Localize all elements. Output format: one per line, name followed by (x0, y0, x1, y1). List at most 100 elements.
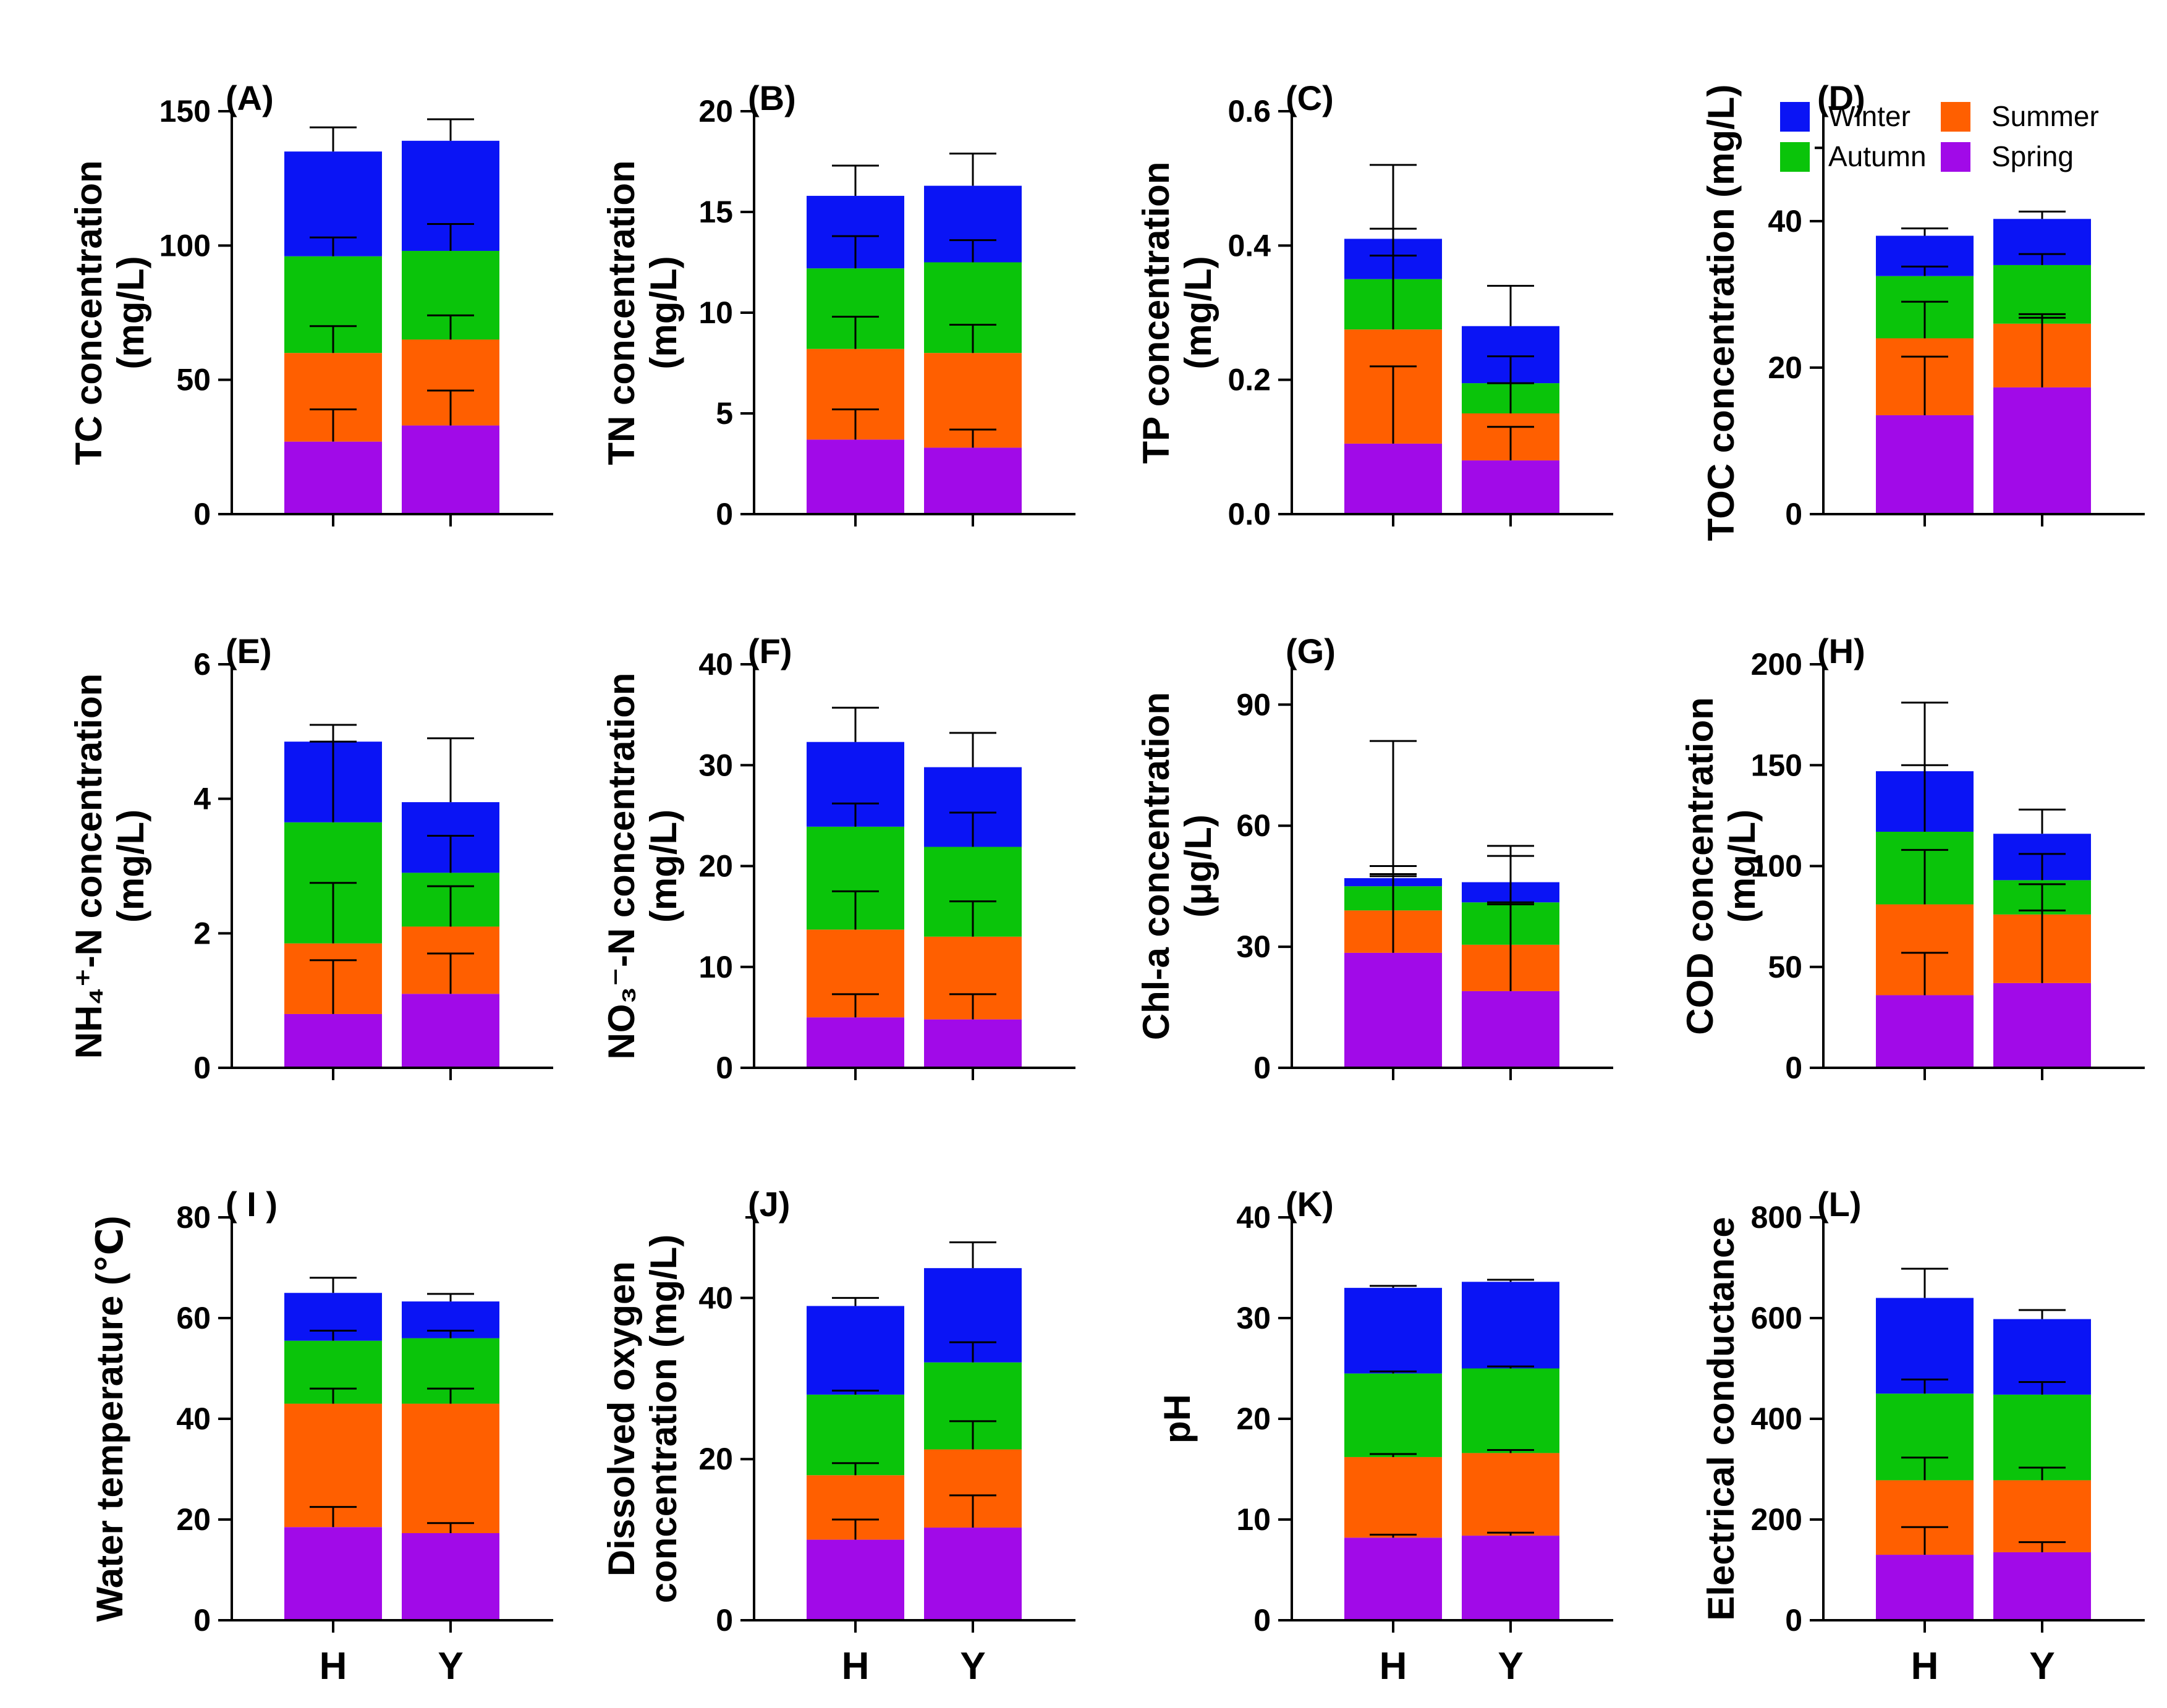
panel-k-y-title: pH (1156, 1394, 1198, 1444)
panel-l-y-tick-label: 600 (1751, 1301, 1802, 1335)
panel-a-y-title: TC concentration(mg/L) (68, 160, 151, 465)
panel-i-y-tick-label: 20 (176, 1502, 211, 1537)
panel-k-letter: (K) (1286, 1185, 1334, 1224)
panel-l-bar-y-autumn (1993, 1394, 2091, 1481)
panel-g-y-tick-label: 0 (1253, 1051, 1271, 1085)
panel-j-x-label-y: Y (960, 1645, 985, 1688)
panel-e-letter: (E) (226, 632, 272, 670)
panel-a-letter: (A) (226, 78, 274, 117)
panel-e-y-title: NH₄⁺-N concentration(mg/L) (68, 674, 151, 1059)
panel-b-letter: (B) (748, 78, 796, 117)
panel-g-y-tick-label: 30 (1236, 929, 1271, 964)
panel-i-y-tick-label: 40 (176, 1401, 211, 1436)
panel-a-y-tick-label: 50 (176, 363, 211, 397)
legend-label-spring: Spring (1991, 140, 2074, 172)
legend-label-winter: Winter (1828, 100, 1910, 132)
panel-k-bar-h-autumn (1344, 1373, 1442, 1457)
panel-k-y-tick-label: 30 (1236, 1301, 1271, 1335)
panel-b-y-tick-label: 5 (716, 396, 733, 431)
legend-swatch-winter (1780, 102, 1810, 132)
panel-l-bar-y-spring (1993, 1552, 2091, 1620)
panel-k-x-label-h: H (1380, 1645, 1407, 1688)
panel-k-bar-h-winter (1344, 1288, 1442, 1374)
legend-swatch-spring (1941, 142, 1970, 172)
panel-j-letter: (J) (748, 1185, 790, 1224)
panel-c-y-tick-label: 0.2 (1228, 363, 1271, 397)
panel-l-y-tick-label: 800 (1751, 1200, 1802, 1235)
panel-b-y-tick-label: 20 (698, 94, 733, 129)
panel-b-y-tick-label: 10 (698, 295, 733, 330)
panel-d: 0 20 40 (D) TOC concentration (mg/L) (1700, 78, 2145, 541)
panel-e-y-tick-label: 2 (193, 916, 211, 950)
panel-f-y-tick-label: 10 (698, 950, 733, 984)
panel-a-y-tick-label: 150 (159, 94, 211, 129)
panel-j-y-title: Dissolved oxygenconcentration (mg/L) (601, 1235, 684, 1604)
panel-c-letter: (C) (1286, 78, 1334, 117)
panel-l-y-title: Electrical conductance (1700, 1217, 1742, 1621)
panel-d-y-tick-label: 20 (1768, 350, 1802, 385)
legend: Winter Summer Autumn Spring (1780, 100, 2099, 172)
panel-l-y-tick-label: 200 (1751, 1502, 1802, 1537)
panel-k-bar-h-spring (1344, 1537, 1442, 1620)
panel-h-y-tick-label: 100 (1751, 849, 1802, 884)
panel-d-y-tick-label: 0 (1785, 497, 1802, 531)
panel-k-y-tick-label: 20 (1236, 1401, 1271, 1436)
legend-label-summer: Summer (1991, 100, 2099, 132)
legend-swatch-summer (1941, 102, 1970, 132)
panel-i-bar-h-spring (284, 1527, 382, 1620)
panel-e-y-tick-label: 4 (193, 782, 211, 816)
panel-c-bar-h-spring (1344, 443, 1442, 514)
panel-e-y-tick-label: 6 (193, 647, 211, 682)
panel-j-bar-h-winter (807, 1306, 904, 1395)
panel-a-y-tick-label: 0 (193, 497, 211, 531)
panel-f-bar-y-spring (924, 1019, 1022, 1068)
panel-i-letter: ( I ) (226, 1185, 278, 1224)
panel-h-bar-y-spring (1993, 983, 2091, 1068)
panel-k-x-label-y: Y (1498, 1645, 1523, 1688)
panel-b-bar-h-spring (807, 439, 904, 514)
panel-k-y-tick-label: 40 (1236, 1200, 1271, 1235)
panel-f-y-tick-label: 40 (698, 647, 733, 682)
panel-j-x-label-h: H (842, 1645, 870, 1688)
panel-f-letter: (F) (748, 632, 792, 670)
panel-c-bar-y-spring (1462, 460, 1559, 514)
panel-j-y-tick-label: 20 (698, 1442, 733, 1476)
panel-g-bar-h-spring (1344, 952, 1442, 1068)
panel-g-y-tick-label: 90 (1236, 687, 1271, 722)
panel-f-bar-h-spring (807, 1017, 904, 1068)
panel-i-y-tick-label: 60 (176, 1301, 211, 1335)
panel-c-y-tick-label: 0.4 (1228, 228, 1271, 263)
panel-d-letter: (D) (1817, 78, 1865, 117)
panel-l: 0 200 400 600 800 H Y (L) Electrical conductance (1700, 1185, 2145, 1688)
legend-label-autumn: Autumn (1828, 140, 1927, 172)
panel-h: 0 50 100 150 200 (H) COD concentration(mg/L) (1679, 632, 2145, 1085)
panel-e-bar-h-spring (284, 1013, 382, 1068)
panel-b-y-title: TN concentration(mg/L) (601, 160, 684, 465)
panel-k-bar-y-summer (1462, 1453, 1559, 1536)
panel-g-bar-y-spring (1462, 991, 1559, 1068)
panel-l-bar-h-spring (1876, 1555, 1974, 1620)
panel-e: 0 2 4 6 (E) NH₄⁺-N concentration(mg/L) (68, 632, 553, 1085)
panel-b-bar-y-spring (924, 447, 1022, 514)
panel-d-y-tick-label: 40 (1768, 204, 1802, 239)
panel-l-x-label-y: Y (2029, 1645, 2055, 1688)
panel-a: 0 50 100 150 (A) TC concentration(mg/L) (68, 78, 553, 531)
panel-j-y-tick-label: 40 (698, 1280, 733, 1315)
panel-g-y-title: Chl-a concentration(μg/L) (1135, 692, 1219, 1040)
panel-f-y-tick-label: 0 (716, 1051, 733, 1085)
panel-a-bar-h-spring (284, 441, 382, 514)
panel-a-y-tick-label: 100 (159, 228, 211, 263)
panel-l-letter: (L) (1817, 1185, 1862, 1224)
panel-c: 0.0 0.2 0.4 0.6 (C) TP concentration(mg/L) (1135, 78, 1613, 531)
panel-k: 0 10 20 30 40 H Y (K) pH (1156, 1185, 1613, 1688)
panel-j-bar-y-spring (924, 1528, 1022, 1620)
panel-d-bar-y-spring (1993, 387, 2091, 514)
panel-h-letter: (H) (1817, 632, 1865, 670)
panel-j-bar-h-autumn (807, 1394, 904, 1476)
panel-e-bar-y-spring (402, 994, 499, 1068)
panel-d-bar-h-spring (1876, 415, 1974, 514)
panel-b-y-tick-label: 0 (716, 497, 733, 531)
panel-j-bar-h-spring (807, 1539, 904, 1620)
panel-g: 0 30 60 90 (G) Chl-a concentration(μg/L) (1135, 632, 1613, 1085)
